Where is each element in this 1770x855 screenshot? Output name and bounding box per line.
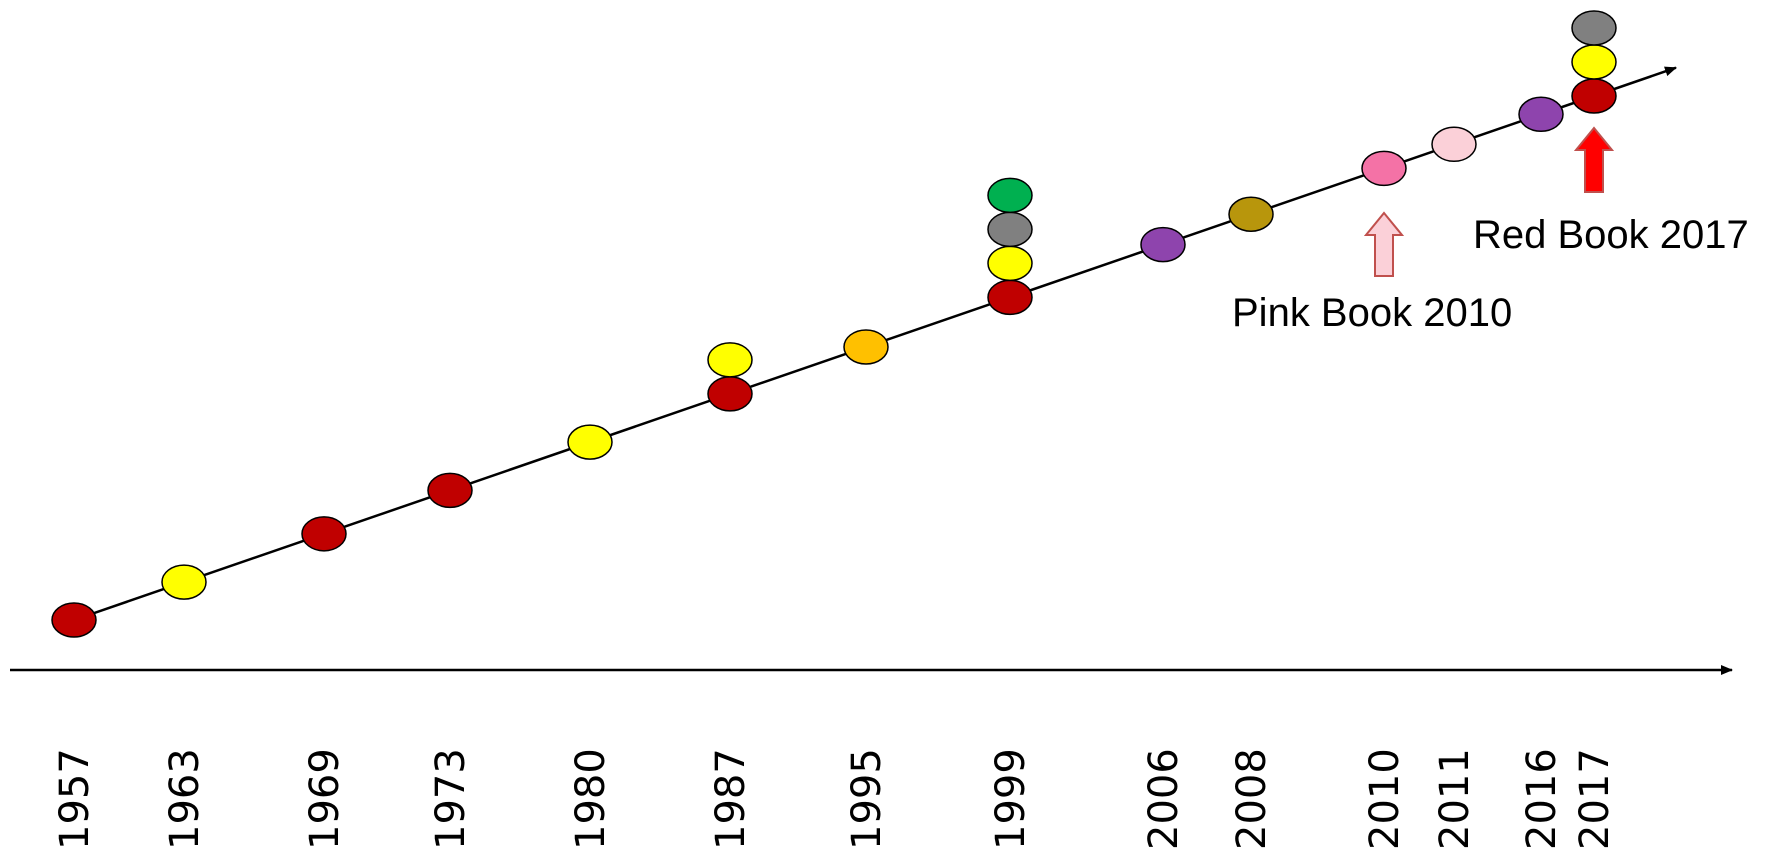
edition-dot	[1431, 126, 1477, 163]
year-label-1963: 1963	[162, 748, 208, 850]
edition-marker-1987	[707, 342, 753, 412]
edition-dot	[987, 211, 1033, 248]
edition-marker-2010	[1361, 150, 1407, 187]
year-label-1957: 1957	[52, 748, 98, 850]
edition-dot	[1571, 44, 1617, 80]
edition-dot	[987, 279, 1033, 316]
edition-marker-2017	[1571, 10, 1617, 114]
year-label-2010: 2010	[1362, 748, 1408, 850]
edition-dot	[1518, 96, 1564, 133]
year-label-1973: 1973	[428, 748, 474, 850]
edition-dot	[161, 564, 207, 600]
edition-marker-1973	[427, 472, 473, 509]
marker-layer	[51, 10, 1617, 638]
edition-dot	[427, 472, 473, 509]
edition-dot	[843, 329, 889, 365]
edition-dot	[707, 342, 753, 378]
edition-dot	[1571, 78, 1617, 114]
annotation-arrow-2010	[1363, 211, 1405, 277]
year-label-1999: 1999	[988, 748, 1034, 850]
edition-dot	[987, 245, 1033, 282]
edition-marker-1995	[843, 329, 889, 365]
edition-dot	[987, 177, 1033, 214]
year-label-2016: 2016	[1519, 748, 1565, 850]
year-label-2008: 2008	[1229, 748, 1275, 850]
edition-dot	[567, 424, 613, 460]
label-layer: 1957 1963 1969 1973 1980 1987 1995 1999 2006 2008…	[52, 748, 1618, 850]
edition-dot	[301, 516, 347, 552]
edition-marker-1957	[51, 602, 97, 638]
annotation-label-2010: Pink Book 2010	[1232, 291, 1512, 335]
edition-marker-2016	[1518, 96, 1564, 133]
year-label-1969: 1969	[302, 748, 348, 850]
annotation-label-2017: Red Book 2017	[1473, 213, 1749, 257]
year-label-1980: 1980	[568, 748, 614, 850]
year-label-2017: 2017	[1572, 748, 1618, 850]
edition-marker-1969	[301, 516, 347, 552]
edition-marker-2008	[1228, 196, 1274, 232]
edition-marker-2011	[1431, 126, 1477, 163]
edition-marker-1963	[161, 564, 207, 600]
edition-dot	[1361, 150, 1407, 187]
edition-marker-2006	[1140, 226, 1186, 263]
edition-dot	[1228, 196, 1274, 232]
edition-dot	[1571, 10, 1617, 46]
edition-dot	[1140, 226, 1186, 263]
year-label-2006: 2006	[1141, 748, 1187, 850]
year-label-1995: 1995	[844, 748, 890, 850]
edition-dot	[51, 602, 97, 638]
edition-marker-1980	[567, 424, 613, 460]
annotation-layer: Pink Book 2010 Red Book 2017	[1232, 126, 1749, 335]
year-label-2011: 2011	[1432, 748, 1478, 850]
year-label-1987: 1987	[708, 748, 754, 850]
annotation-arrow-2017	[1573, 126, 1615, 193]
edition-dot	[707, 376, 753, 412]
edition-marker-1999	[987, 177, 1033, 316]
